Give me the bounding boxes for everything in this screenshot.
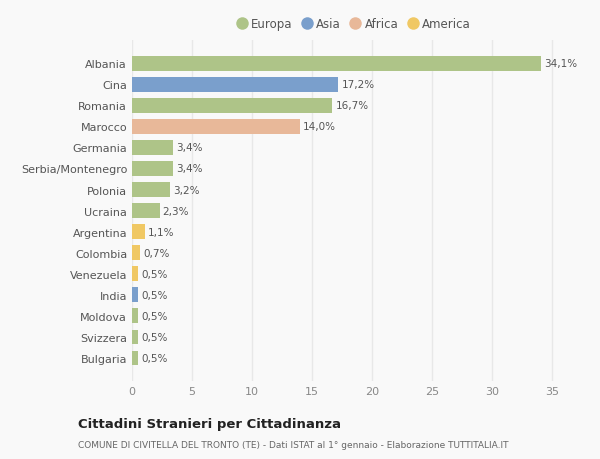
Bar [132,120,300,134]
Text: 0,5%: 0,5% [141,353,167,363]
Bar [132,204,160,218]
Bar [132,246,140,261]
Bar [132,57,541,72]
Bar [132,225,145,240]
Legend: Europa, Asia, Africa, America: Europa, Asia, Africa, America [232,13,476,36]
Text: 0,5%: 0,5% [141,290,167,300]
Bar [132,351,138,365]
Text: 1,1%: 1,1% [148,227,175,237]
Text: 0,5%: 0,5% [141,311,167,321]
Text: 0,5%: 0,5% [141,269,167,279]
Bar [132,267,138,281]
Text: COMUNE DI CIVITELLA DEL TRONTO (TE) - Dati ISTAT al 1° gennaio - Elaborazione TU: COMUNE DI CIVITELLA DEL TRONTO (TE) - Da… [78,441,509,449]
Text: 17,2%: 17,2% [341,80,374,90]
Text: Cittadini Stranieri per Cittadinanza: Cittadini Stranieri per Cittadinanza [78,417,341,430]
Bar [132,162,173,176]
Bar [132,141,173,156]
Text: 16,7%: 16,7% [335,101,368,111]
Bar [132,288,138,302]
Bar [132,78,338,92]
Bar [132,99,332,113]
Text: 0,5%: 0,5% [141,332,167,342]
Text: 0,7%: 0,7% [143,248,170,258]
Bar [132,309,138,324]
Bar [132,330,138,345]
Text: 3,4%: 3,4% [176,164,202,174]
Text: 14,0%: 14,0% [303,122,336,132]
Text: 3,2%: 3,2% [173,185,200,195]
Bar [132,183,170,197]
Text: 2,3%: 2,3% [163,206,189,216]
Text: 3,4%: 3,4% [176,143,202,153]
Text: 34,1%: 34,1% [544,59,577,69]
